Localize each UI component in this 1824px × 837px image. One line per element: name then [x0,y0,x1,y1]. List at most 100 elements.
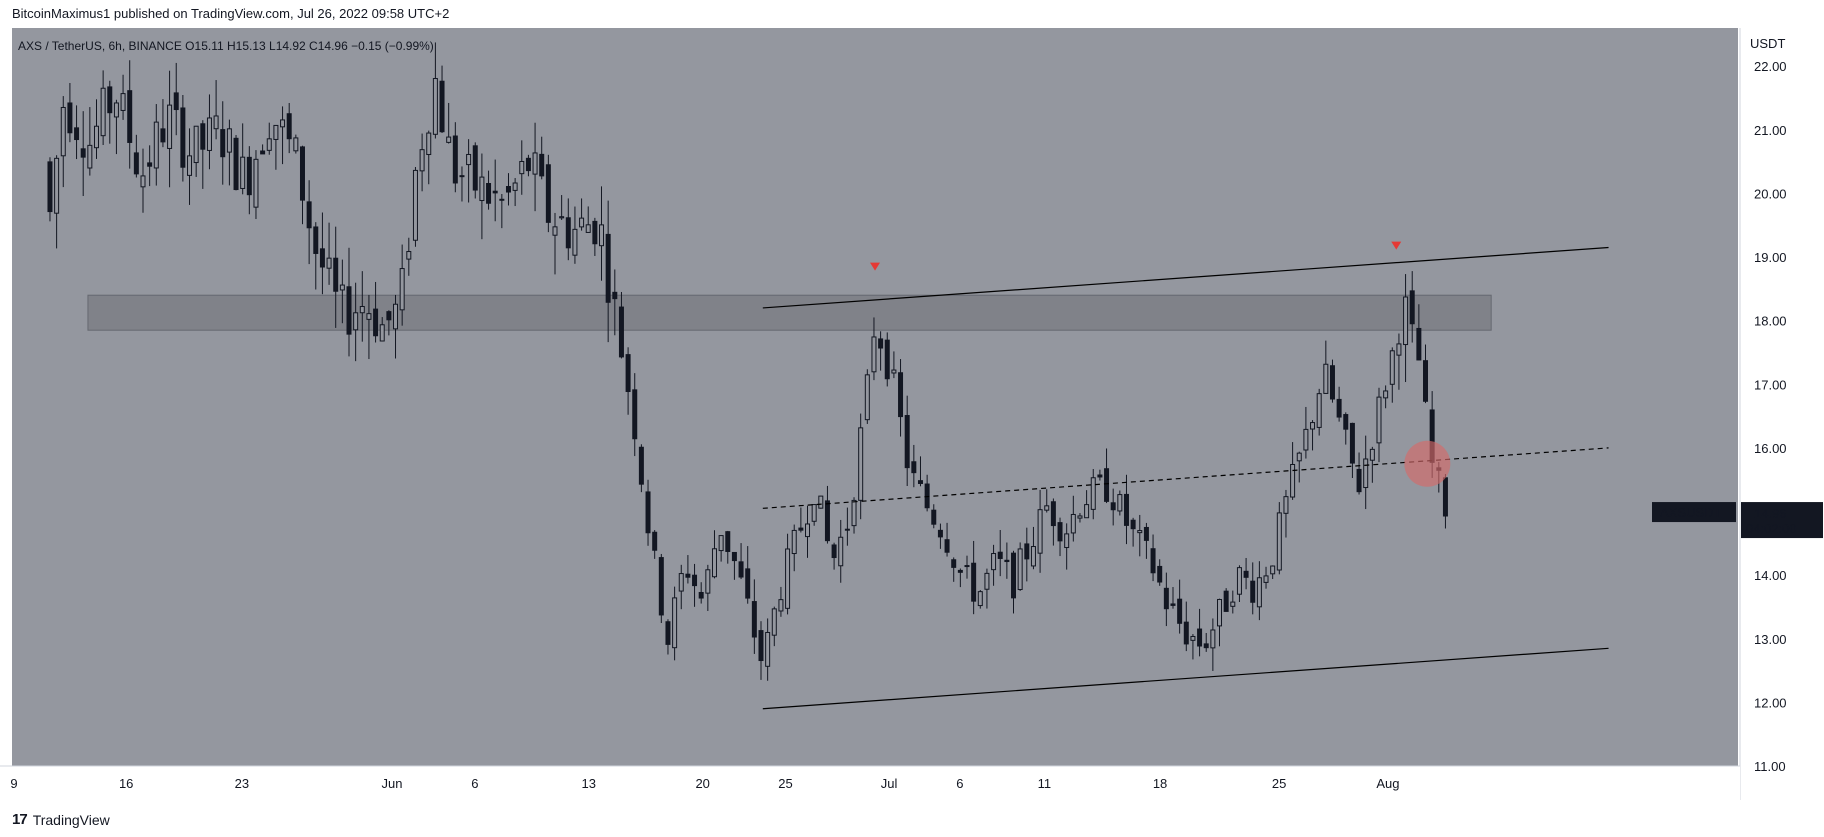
candle-up [811,504,817,522]
time-axis-panel [0,766,1740,801]
candle-down [313,226,319,254]
candle-up [711,548,717,578]
candle-down [745,568,751,599]
candle-down [1097,474,1103,478]
candle-down [246,156,252,196]
candle-up [805,523,811,538]
candle-up [419,149,425,172]
candle-down [1170,603,1176,606]
candle-up [851,499,857,527]
candle-up [54,157,60,214]
candle-down [1329,365,1335,400]
candle-down [233,137,239,191]
x-tick-label: 9 [10,776,17,791]
candle-down [545,164,551,223]
candle-down [924,483,930,509]
candle-up [552,226,558,236]
candle-down [127,90,133,143]
candle-up [253,158,259,208]
candle-down [944,539,950,553]
candle-down [685,573,691,578]
candle-up [193,125,199,164]
candle-up [1283,496,1289,514]
tradingview-logo[interactable]: 17 TradingView [12,811,110,828]
candle-down [1110,502,1116,511]
candle-up [838,536,844,567]
candle-up [359,306,365,314]
candle-down [333,257,339,292]
candle-up [585,224,591,233]
candle-up [532,152,538,175]
candle-up [113,102,119,118]
candle-up [1376,396,1382,444]
candle-up [705,569,711,594]
candle-up [240,156,246,189]
candle-up [1217,598,1223,627]
candle-up [1276,512,1282,571]
x-tick-label: 13 [582,776,596,791]
candle-up [140,175,146,188]
channel-lower-line [762,647,1609,710]
candle-up [1210,629,1216,649]
candle-up [977,591,983,607]
candle-up [366,313,372,320]
candle-down [904,415,910,469]
candle-up [1077,515,1083,519]
candle-up [206,117,212,151]
candle-down [878,338,884,349]
candle-up [353,312,359,331]
candle-down [698,591,704,599]
candle-down [472,145,478,191]
candle-down [957,569,963,573]
candle-down [1011,552,1017,599]
candle-down [107,86,113,114]
candle-down [67,102,73,134]
candle-up [60,106,66,157]
candle-up [891,369,897,374]
breakdown-circle [1404,440,1451,487]
candle-down [386,311,392,321]
y-tick-label: 14.00 [1754,568,1787,583]
channel-mid-line [762,447,1609,509]
candle-down [286,113,292,140]
candle-up [1137,530,1143,534]
candle-down [47,161,53,213]
candle-down [505,186,511,193]
candle-up [1310,422,1316,430]
candle-down [319,248,325,268]
candle-down [1123,493,1129,526]
candle-up [858,427,864,501]
candle-down [731,551,737,562]
footer: 17 TradingView [0,801,1824,837]
candle-down [831,544,837,559]
candle-down [1024,543,1030,560]
candle-up [93,125,99,149]
candle-down [798,527,804,531]
x-tick-label: 11 [1038,776,1052,791]
candle-up [964,565,970,568]
candle-down [898,372,904,418]
candle-up [818,495,824,509]
candle-down [180,107,186,168]
candle-down [160,128,166,143]
candle-down [738,561,744,578]
candle-up [479,176,485,202]
candle-up [791,529,797,555]
candle-up [1270,565,1276,575]
candle-up [1230,601,1236,607]
candle-down [725,531,731,552]
candle-down [645,491,651,534]
candle-up [1190,635,1196,641]
candle-up [1070,513,1076,534]
candle-up [1396,343,1402,356]
candle-up [1316,393,1322,428]
candle-up [572,228,578,256]
candle-down [592,220,598,245]
price-axis-currency: USDT [1750,36,1785,51]
ohlc-legend: AXS / TetherUS, 6h, BINANCE O15.11 H15.1… [18,39,434,53]
candle-down [565,217,571,249]
x-tick-label: 25 [1272,776,1286,791]
candle-down [997,551,1003,559]
